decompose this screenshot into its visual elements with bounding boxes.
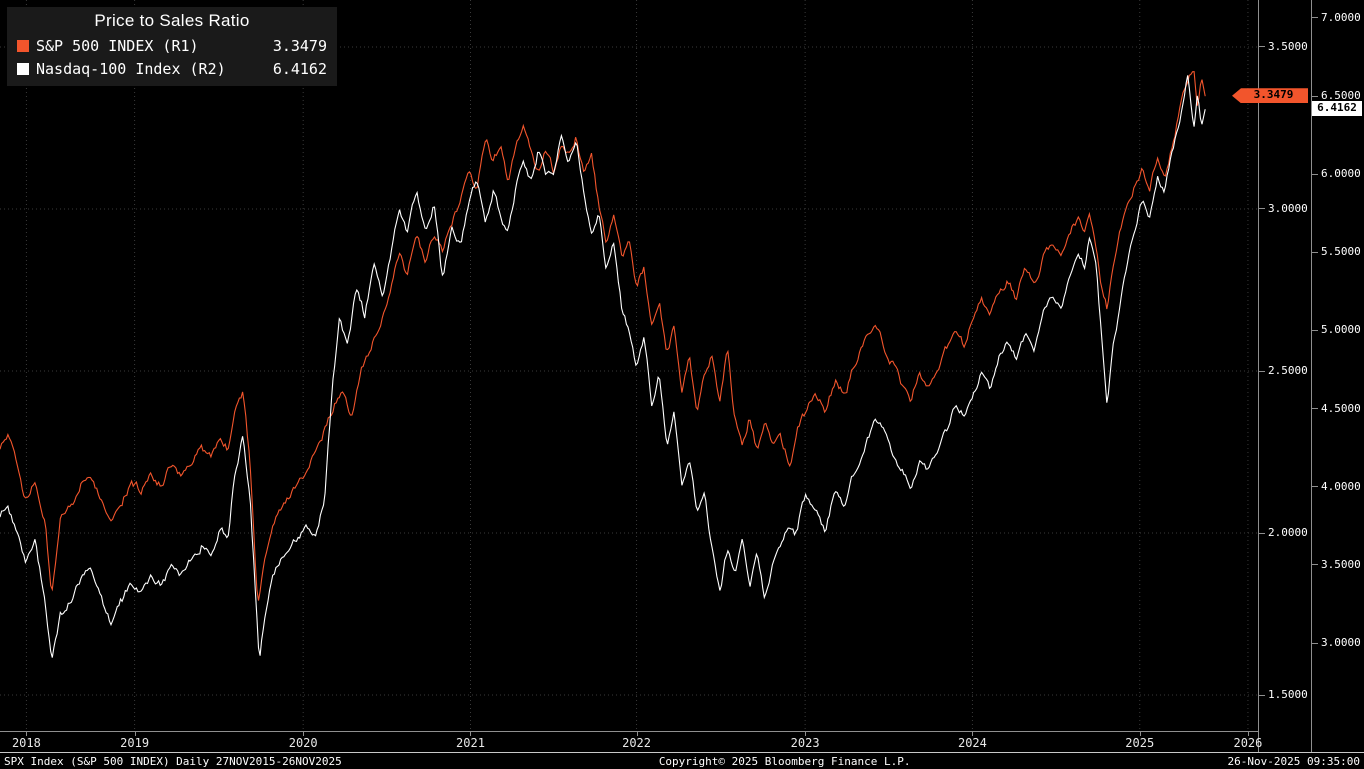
- x-axis-year-label: 2024: [957, 736, 987, 750]
- axis-tick-label: 6.0000: [1321, 167, 1361, 181]
- axis-tick: [1312, 95, 1318, 97]
- axis-tick-label: 5.5000: [1321, 245, 1361, 259]
- status-security-info: SPX Index (S&P 500 INDEX) Daily 27NOV201…: [4, 754, 342, 768]
- axis-tick-label: 3.5000: [1268, 39, 1308, 53]
- x-axis-tick: [1247, 732, 1249, 736]
- axis-tick: [1312, 564, 1318, 566]
- axis-tick: [1312, 642, 1318, 644]
- page-title: Price to Sales Ratio: [94, 11, 250, 30]
- price-chart-plot[interactable]: [0, 0, 1258, 731]
- axis-tick-label: 3.0000: [1321, 636, 1361, 650]
- axis-tick-label: 3.5000: [1321, 557, 1361, 571]
- status-timestamp: 26-Nov-2025 09:35:00: [1227, 754, 1360, 768]
- last-price-badge-sp500: 3.3479: [1232, 88, 1308, 104]
- status-copyright: Copyright© 2025 Bloomberg Finance L.P.: [658, 754, 911, 768]
- nasdaq100-line: [0, 75, 1206, 658]
- x-axis-tick: [1139, 732, 1141, 736]
- x-axis-year-label: 2022: [622, 736, 651, 750]
- x-axis-tick: [636, 732, 638, 736]
- axis-tick: [1312, 486, 1318, 488]
- nasdaq-swatch-icon: [17, 62, 29, 75]
- axis-tick: [1259, 694, 1265, 696]
- axis-tick-label: 1.5000: [1268, 688, 1308, 702]
- sp500-line: [0, 70, 1206, 601]
- axis-tick: [1312, 173, 1318, 175]
- legend-value-nasdaq: 6.4162: [272, 59, 327, 78]
- axis-tick: [1259, 532, 1265, 534]
- x-axis: 2018 2019 2020 2021 2022 2023 2024 2025 2026: [0, 731, 1263, 752]
- legend-panel: Price to Sales Ratio S&P 500 INDEX (R1) …: [7, 7, 337, 86]
- legend-value-sp500: 3.3479: [272, 36, 327, 55]
- x-axis-year-label: 2020: [288, 736, 318, 750]
- legend-label-sp500: S&P 500 INDEX (R1): [36, 36, 199, 55]
- legend-item-sp500[interactable]: S&P 500 INDEX (R1) 3.3479: [17, 34, 327, 57]
- axis-tick: [1259, 370, 1265, 372]
- legend-label-nasdaq: Nasdaq-100 Index (R2): [36, 59, 226, 78]
- x-axis-year-label: 2026: [1233, 736, 1263, 750]
- axis-tick: [1312, 408, 1318, 410]
- right-axis-r1: 3.5000 3.0000 2.5000 2.0000 1.5000: [1258, 0, 1311, 752]
- status-bar: SPX Index (S&P 500 INDEX) Daily 27NOV201…: [0, 752, 1364, 769]
- axis-tick-label: 6.5000: [1321, 89, 1361, 103]
- x-axis-tick: [805, 732, 807, 736]
- legend-item-nasdaq[interactable]: Nasdaq-100 Index (R2) 6.4162: [17, 57, 327, 80]
- axis-tick: [1312, 329, 1318, 331]
- x-axis-year-label: 2025: [1125, 736, 1155, 750]
- last-price-badge-nasdaq: 6.4162: [1312, 101, 1362, 117]
- x-axis-year-label: 2021: [456, 736, 485, 750]
- axis-tick-label: 3.0000: [1268, 201, 1308, 215]
- x-axis-year-label: 2023: [790, 736, 820, 750]
- right-axis-r2: 7.0000 6.5000 6.0000 5.5000 5.0000 4.5000 4.00…: [1311, 0, 1364, 752]
- axis-tick-label: 2.5000: [1268, 364, 1308, 377]
- axis-tick-label: 5.0000: [1321, 323, 1361, 337]
- x-axis-tick: [26, 732, 28, 736]
- axis-tick-label: 4.0000: [1321, 479, 1361, 493]
- axis-tick: [1312, 17, 1318, 19]
- x-axis-tick: [134, 732, 136, 736]
- axis-tick: [1259, 208, 1265, 210]
- axis-tick-label: 7.0000: [1321, 10, 1361, 24]
- x-axis-tick: [972, 732, 974, 736]
- axis-tick: [1312, 251, 1318, 253]
- x-axis-year-label: 2019: [120, 736, 150, 750]
- axis-tick-label: 4.5000: [1321, 401, 1361, 415]
- x-axis-tick: [470, 732, 472, 736]
- axis-tick-label: 2.0000: [1268, 526, 1308, 540]
- x-axis-tick: [303, 732, 305, 736]
- sp500-swatch-icon: [17, 39, 29, 52]
- axis-tick: [1259, 46, 1265, 48]
- x-axis-year-label: 2018: [11, 736, 41, 750]
